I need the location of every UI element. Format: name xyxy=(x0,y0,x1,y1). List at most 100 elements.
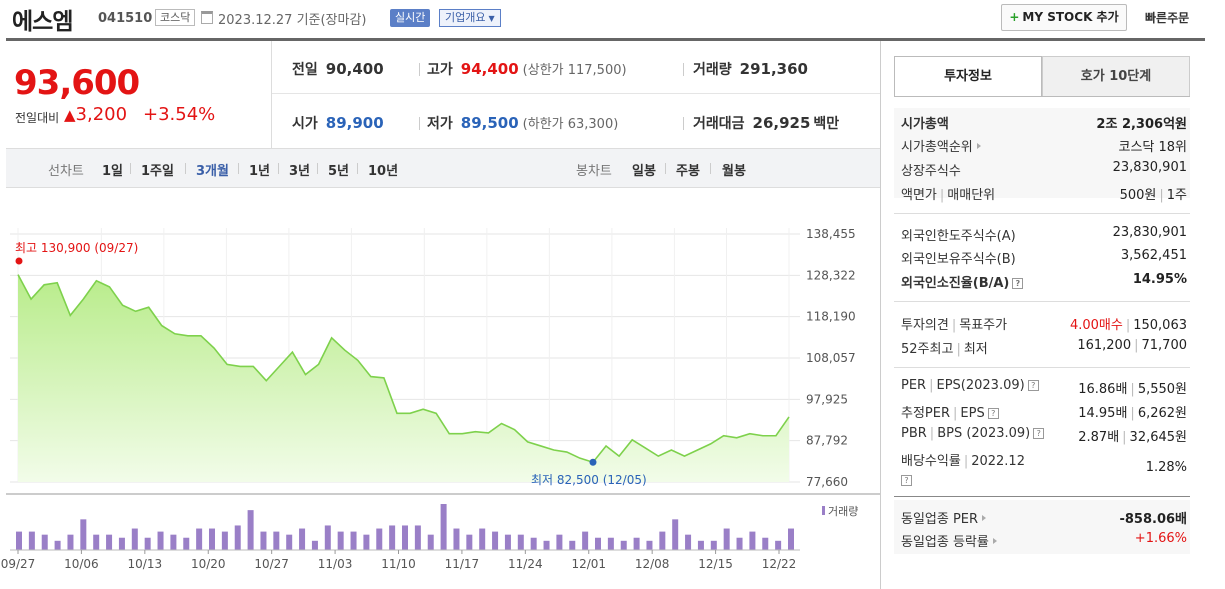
tab-invest-info[interactable]: 투자정보 xyxy=(894,56,1042,97)
peer-per-row[interactable]: 동일업종 PER -858.06배 xyxy=(901,506,1187,528)
volume-bar xyxy=(247,510,254,550)
foreign-ratio-value: 14.95% xyxy=(1132,272,1187,287)
period-10y[interactable]: 10년 xyxy=(368,164,399,179)
company-overview-dropdown[interactable]: 기업개요 ▼ xyxy=(439,9,501,27)
separator xyxy=(419,117,420,130)
realtime-button[interactable]: 실시간 xyxy=(390,9,431,27)
period-1w[interactable]: 1주일 xyxy=(141,164,174,179)
listed-shares-row: 상장주식수 23,830,901 xyxy=(901,158,1187,180)
volume-bar xyxy=(324,525,331,550)
par-value-row: 액면가 | 매매단위 500원 | 1주 xyxy=(901,182,1187,204)
market-cap-label: 시가총액 xyxy=(901,117,949,132)
listed-shares-value: 23,830,901 xyxy=(1112,160,1187,175)
header-bar: 에스엠 041510 코스닥 2023.12.27 기준(장마감) 실시간 기업… xyxy=(0,0,1225,38)
company-overview-label: 기업개요 xyxy=(445,11,486,24)
line-chart-label: 선차트 xyxy=(48,164,84,179)
volume-bar xyxy=(118,537,125,550)
peer-per-label: 동일업종 PER xyxy=(901,512,979,527)
high-label: 고가 xyxy=(427,62,453,78)
volume-bar xyxy=(16,531,22,550)
help-icon[interactable]: ? xyxy=(1027,380,1039,391)
volume-bar xyxy=(157,531,164,550)
volume-bar xyxy=(93,534,100,550)
open-price: 시가 89,900 xyxy=(292,113,384,133)
period-3m[interactable]: 3개월 xyxy=(196,164,229,179)
volume-bar xyxy=(299,528,306,550)
volume-bar xyxy=(749,531,756,550)
foreign-limit-row: 외국인한도주식수(A) 23,830,901 xyxy=(901,223,1187,245)
per-row: PER | EPS(2023.09)? 16.86배 | 5,550원 xyxy=(901,376,1187,398)
current-price: 93,600 xyxy=(14,63,140,103)
x-tick-label: 10/13 xyxy=(128,557,163,571)
volume-bar xyxy=(67,534,74,550)
stock-name: 에스엠 xyxy=(12,9,73,35)
separator xyxy=(185,163,186,174)
volume-bar xyxy=(517,534,524,550)
dividend-labels: 배당수익률 | 2022.12? xyxy=(901,450,1025,488)
par-unit-labels: 액면가 | 매매단위 xyxy=(901,184,995,203)
opinion-value: 4.00매수 xyxy=(1069,318,1123,333)
separator xyxy=(683,117,684,130)
volume-bar xyxy=(260,531,267,550)
help-icon[interactable]: ? xyxy=(987,408,999,419)
volume-bar xyxy=(80,519,87,550)
week52-values: 161,200 | 71,700 xyxy=(1077,338,1187,353)
market-badge: 코스닥 xyxy=(155,9,196,26)
period-1y[interactable]: 1년 xyxy=(249,164,271,179)
volume-bar xyxy=(788,528,794,550)
peer-per: 동일업종 PER xyxy=(901,508,987,527)
volume-bar xyxy=(54,540,61,550)
week52-low: 71,700 xyxy=(1141,338,1188,353)
peer-rate-row[interactable]: 동일업종 등락률 +1.66% xyxy=(901,529,1187,551)
dividend-label: 배당수익률 xyxy=(901,454,961,469)
week52-high-label: 52주최고 xyxy=(901,342,954,357)
market-cap-rank: 시가총액순위 xyxy=(901,136,981,155)
volume-bar xyxy=(620,540,627,550)
open-value: 89,900 xyxy=(325,114,384,132)
candle-monthly[interactable]: 월봉 xyxy=(722,164,746,179)
forward-per-label: 추정PER xyxy=(901,406,951,421)
volume-bar xyxy=(659,531,666,550)
tab-hoga-10[interactable]: 호가 10단계 xyxy=(1042,56,1190,97)
prev-close: 전일 90,400 xyxy=(292,59,384,79)
trade-value-amount: 26,925 xyxy=(752,114,811,132)
header-divider xyxy=(6,38,1205,41)
market-cap-row: 시가총액 2조 2,306억원 xyxy=(901,111,1187,133)
separator: | xyxy=(929,378,934,393)
period-5y[interactable]: 5년 xyxy=(328,164,350,179)
high-annotation: 최고 130,900 (09/27) xyxy=(15,241,139,255)
volume-bar xyxy=(569,540,576,550)
add-mystock-button[interactable]: + MY STOCK 추가 xyxy=(1001,4,1127,31)
x-tick-label: 12/22 xyxy=(762,557,797,571)
price-chart[interactable]: 138,455 128,322 118,190 108,057 97,925 87,792… xyxy=(0,188,880,589)
period-1d[interactable]: 1일 xyxy=(102,164,124,179)
quote-row: 시가 89,900 저가 89,500 (하한가 63,300) 거래대금 26,925… xyxy=(272,95,880,148)
help-icon[interactable]: ? xyxy=(1033,428,1045,439)
x-tick-label: 11/24 xyxy=(508,557,543,571)
x-tick-label: 09/27 xyxy=(1,557,36,571)
candle-weekly[interactable]: 주봉 xyxy=(676,164,700,179)
pbr-values: 2.87배 | 32,645원 xyxy=(1078,426,1187,445)
price-change-pct: +3.54% xyxy=(143,104,216,125)
separator xyxy=(278,163,279,174)
prev-close-label: 전일 xyxy=(292,62,318,78)
period-3y[interactable]: 3년 xyxy=(289,164,311,179)
volume-bar xyxy=(504,534,511,550)
market-cap-rank-row[interactable]: 시가총액순위 코스닥 18위 xyxy=(901,134,1187,156)
price-area xyxy=(18,274,789,482)
eps-value: 5,550원 xyxy=(1137,382,1187,397)
help-icon[interactable]: ? xyxy=(901,475,912,486)
par-unit-values: 500원 | 1주 xyxy=(1120,184,1187,203)
par-value-label: 액면가 xyxy=(901,188,937,203)
help-icon[interactable]: ? xyxy=(1012,278,1024,289)
separator: | xyxy=(1134,338,1139,353)
arrow-right-icon xyxy=(976,143,981,149)
add-mystock-label: MY STOCK 추가 xyxy=(1022,10,1119,24)
low-price: 저가 89,500 (하한가 63,300) xyxy=(427,113,618,133)
volume-bar xyxy=(479,528,486,550)
foreign-hold-value: 3,562,451 xyxy=(1120,248,1187,263)
candle-daily[interactable]: 일봉 xyxy=(632,164,656,179)
quote-row: 전일 90,400 고가 94,400 (상한가 117,500) 거래량 291,36… xyxy=(272,41,880,94)
foreign-hold-label: 외국인보유주식수(B) xyxy=(901,252,1016,267)
quick-order-link[interactable]: 빠른주문 xyxy=(1145,11,1190,25)
